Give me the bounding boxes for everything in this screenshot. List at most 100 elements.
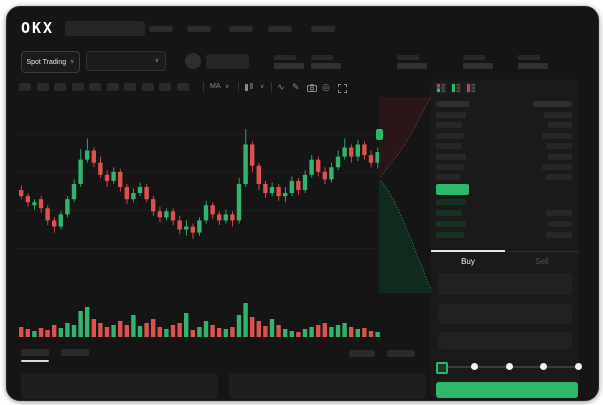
volume-bar bbox=[289, 331, 294, 337]
market-selector-button[interactable]: Spot Trading ∨ bbox=[21, 51, 80, 73]
camera-icon[interactable] bbox=[307, 84, 317, 92]
volume-bar bbox=[322, 323, 327, 337]
timeframe-button[interactable] bbox=[106, 83, 119, 91]
timeframe-button[interactable] bbox=[71, 83, 84, 91]
timeframe-button[interactable] bbox=[54, 83, 66, 91]
timeframe-button[interactable] bbox=[36, 83, 49, 91]
timeframe-button[interactable] bbox=[141, 83, 154, 91]
nav-item[interactable] bbox=[229, 26, 253, 32]
timeframe-button[interactable] bbox=[176, 83, 189, 91]
app-window: OKX Spot Trading ∨ ∨ MA ∨ ∨ ∿ ✎ ◎ bbox=[6, 6, 599, 401]
wave-icon[interactable]: ∿ bbox=[277, 82, 285, 92]
candle-body bbox=[32, 202, 37, 206]
ma-indicator-button[interactable]: MA bbox=[210, 83, 221, 90]
candle-body bbox=[283, 193, 288, 197]
bid-row-price[interactable] bbox=[436, 210, 462, 216]
ask-row-amount[interactable] bbox=[546, 143, 572, 150]
depth-chart bbox=[379, 97, 431, 293]
chevron-down-icon[interactable]: ∨ bbox=[260, 84, 265, 90]
volume-bar bbox=[223, 329, 228, 337]
ask-row-amount[interactable] bbox=[544, 112, 572, 118]
candle-body bbox=[137, 187, 143, 194]
active-tab-indicator bbox=[431, 250, 505, 252]
stat-label-placeholder bbox=[397, 55, 419, 60]
pair-dropdown[interactable]: ∨ bbox=[86, 51, 166, 71]
bid-row-amount[interactable] bbox=[546, 232, 572, 238]
ask-row-amount[interactable] bbox=[548, 122, 572, 129]
slider-mark[interactable] bbox=[540, 363, 547, 370]
ask-row-price[interactable] bbox=[436, 122, 462, 129]
ask-row-amount[interactable] bbox=[548, 153, 572, 160]
candle-body bbox=[263, 183, 268, 194]
slider-handle[interactable] bbox=[436, 362, 448, 374]
candle-body bbox=[349, 147, 354, 157]
bottom-tab-active[interactable] bbox=[21, 349, 49, 356]
nav-item[interactable] bbox=[187, 26, 211, 32]
volume-bar bbox=[45, 330, 50, 337]
volume-bar bbox=[236, 315, 242, 337]
candle-body bbox=[184, 226, 189, 230]
buy-button[interactable] bbox=[436, 382, 578, 398]
bid-row-price[interactable] bbox=[436, 221, 466, 227]
bid-row-amount[interactable] bbox=[546, 210, 572, 216]
candle-body bbox=[170, 211, 176, 221]
draw-pencil-icon[interactable]: ✎ bbox=[292, 82, 300, 92]
candle-body bbox=[316, 159, 321, 172]
market-selector-label: Spot Trading bbox=[26, 58, 67, 66]
last-price-row[interactable] bbox=[436, 184, 469, 195]
candle-style-icon[interactable] bbox=[244, 83, 254, 92]
candle-body bbox=[71, 183, 77, 200]
book-view-bids-icon[interactable] bbox=[451, 83, 461, 93]
total-field[interactable] bbox=[438, 332, 572, 349]
slider-mark[interactable] bbox=[574, 363, 582, 370]
timeframe-button[interactable] bbox=[19, 83, 31, 91]
ask-row-amount[interactable] bbox=[546, 174, 572, 181]
ask-row-amount[interactable] bbox=[542, 164, 572, 170]
timeframe-button[interactable] bbox=[159, 83, 171, 91]
ask-row-price[interactable] bbox=[436, 153, 466, 160]
book-view-asks-icon[interactable] bbox=[466, 83, 476, 93]
candle-body bbox=[342, 147, 347, 157]
stat-value-placeholder bbox=[463, 63, 493, 69]
nav-item[interactable] bbox=[149, 26, 173, 32]
volume-bar bbox=[91, 319, 96, 337]
bottom-tab[interactable] bbox=[61, 349, 89, 356]
book-view-combined-icon[interactable] bbox=[436, 83, 446, 93]
tab-buy[interactable]: Buy bbox=[461, 257, 475, 266]
book-header-amount bbox=[533, 101, 572, 107]
nav-item[interactable] bbox=[268, 26, 292, 32]
okx-logo[interactable]: OKX bbox=[21, 19, 55, 37]
bid-row-price[interactable] bbox=[436, 232, 464, 238]
bottom-link[interactable] bbox=[387, 350, 415, 357]
depth-bids-area bbox=[379, 181, 431, 293]
ask-row-price[interactable] bbox=[436, 164, 464, 170]
volume-bar bbox=[25, 329, 30, 337]
settings-icon[interactable]: ◎ bbox=[322, 82, 330, 92]
slider-mark[interactable] bbox=[505, 363, 513, 370]
ask-row-amount[interactable] bbox=[542, 132, 572, 139]
ask-row-price[interactable] bbox=[436, 132, 464, 139]
bid-row-price[interactable] bbox=[436, 199, 466, 205]
candle-wick bbox=[86, 138, 88, 163]
chevron-down-icon[interactable]: ∨ bbox=[225, 84, 230, 90]
candlestick-chart[interactable] bbox=[15, 97, 380, 345]
candle-body bbox=[104, 174, 110, 181]
ask-row-price[interactable] bbox=[436, 174, 460, 181]
volume-bar bbox=[111, 325, 116, 337]
search-input[interactable] bbox=[65, 21, 145, 36]
nav-item[interactable] bbox=[311, 26, 335, 32]
volume-bar bbox=[276, 325, 281, 337]
ask-row-price[interactable] bbox=[436, 143, 462, 150]
candle-body bbox=[368, 155, 374, 163]
amount-field[interactable] bbox=[438, 304, 572, 324]
ask-row-price[interactable] bbox=[436, 112, 466, 118]
bid-row-amount[interactable] bbox=[548, 221, 572, 227]
volume-bar bbox=[362, 328, 367, 337]
tab-sell[interactable]: Sell bbox=[535, 257, 549, 266]
fullscreen-icon[interactable] bbox=[338, 84, 347, 93]
slider-mark[interactable] bbox=[471, 363, 478, 370]
timeframe-button[interactable] bbox=[124, 83, 136, 91]
timeframe-button[interactable] bbox=[89, 83, 101, 91]
price-field[interactable] bbox=[438, 273, 572, 295]
bottom-link[interactable] bbox=[349, 350, 375, 357]
